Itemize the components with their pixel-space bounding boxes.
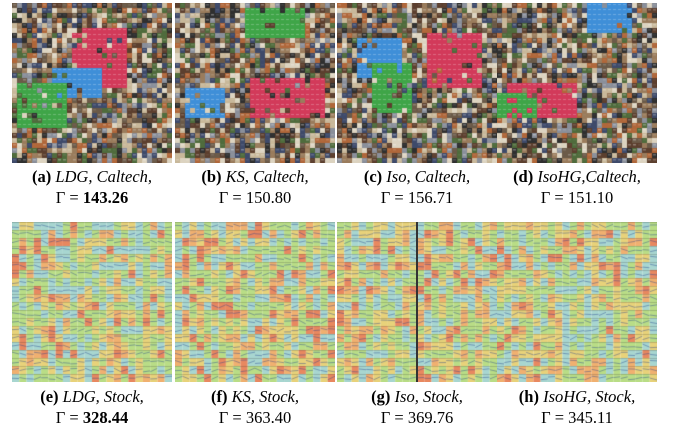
panel-e-image bbox=[12, 222, 172, 382]
gamma-value: 328.44 bbox=[82, 408, 129, 427]
panel-c-image bbox=[337, 3, 497, 163]
gamma-symbol: Γ = bbox=[218, 408, 246, 427]
gamma-symbol: Γ = bbox=[55, 188, 83, 207]
panel-a-image bbox=[12, 3, 172, 163]
caption-g: (g) Iso, Stock, Γ = 369.76 bbox=[333, 386, 501, 428]
gamma-symbol: Γ = bbox=[541, 408, 569, 427]
caption-method: KS, Caltech, bbox=[225, 167, 309, 186]
caption-h: (h) IsoHG, Stock, Γ = 345.11 bbox=[493, 386, 661, 428]
panel-f-image bbox=[175, 222, 335, 382]
gamma-symbol: Γ = bbox=[218, 188, 246, 207]
gamma-symbol: Γ = bbox=[380, 188, 408, 207]
gamma-symbol: Γ = bbox=[380, 408, 408, 427]
gamma-value: 363.40 bbox=[245, 408, 292, 427]
caption-method: IsoHG,Caltech, bbox=[537, 167, 641, 186]
caption-method: Iso, Caltech, bbox=[386, 167, 471, 186]
caption-label: (b) bbox=[201, 167, 222, 186]
gamma-value: 369.76 bbox=[407, 408, 454, 427]
caption-e: (e) LDG, Stock, Γ = 328.44 bbox=[8, 386, 176, 428]
caption-label: (g) bbox=[371, 387, 391, 406]
gamma-value: 143.26 bbox=[82, 188, 129, 207]
caption-f: (f) KS, Stock, Γ = 363.40 bbox=[171, 386, 339, 428]
caption-label: (c) bbox=[363, 167, 383, 186]
gamma-value: 345.11 bbox=[568, 408, 613, 427]
gamma-value: 151.10 bbox=[567, 188, 614, 207]
caption-label: (f) bbox=[211, 387, 228, 406]
gamma-value: 156.71 bbox=[407, 188, 454, 207]
caption-method: Iso, Stock, bbox=[394, 387, 463, 406]
caption-method: LDG, Stock, bbox=[62, 387, 144, 406]
caption-method: LDG, Caltech, bbox=[55, 167, 153, 186]
caption-label: (h) bbox=[518, 387, 539, 406]
caption-a: (a) LDG, Caltech, Γ = 143.26 bbox=[8, 166, 176, 208]
caption-b: (b) KS, Caltech, Γ = 150.80 bbox=[171, 166, 339, 208]
gamma-symbol: Γ = bbox=[55, 408, 83, 427]
caption-label: (e) bbox=[40, 387, 59, 406]
caption-label: (a) bbox=[31, 167, 52, 186]
caption-method: KS, Stock, bbox=[231, 387, 299, 406]
caption-method: IsoHG, Stock, bbox=[543, 387, 636, 406]
gamma-symbol: Γ = bbox=[540, 188, 568, 207]
gamma-value: 150.80 bbox=[245, 188, 292, 207]
panel-b-image bbox=[175, 3, 335, 163]
panel-g-image bbox=[337, 222, 497, 382]
caption-label: (d) bbox=[513, 167, 534, 186]
caption-c: (c) Iso, Caltech, Γ = 156.71 bbox=[333, 166, 501, 208]
divider-line bbox=[416, 222, 418, 382]
caption-d: (d) IsoHG,Caltech, Γ = 151.10 bbox=[493, 166, 661, 208]
panel-h-image bbox=[497, 222, 657, 382]
panel-d-image bbox=[497, 3, 657, 163]
